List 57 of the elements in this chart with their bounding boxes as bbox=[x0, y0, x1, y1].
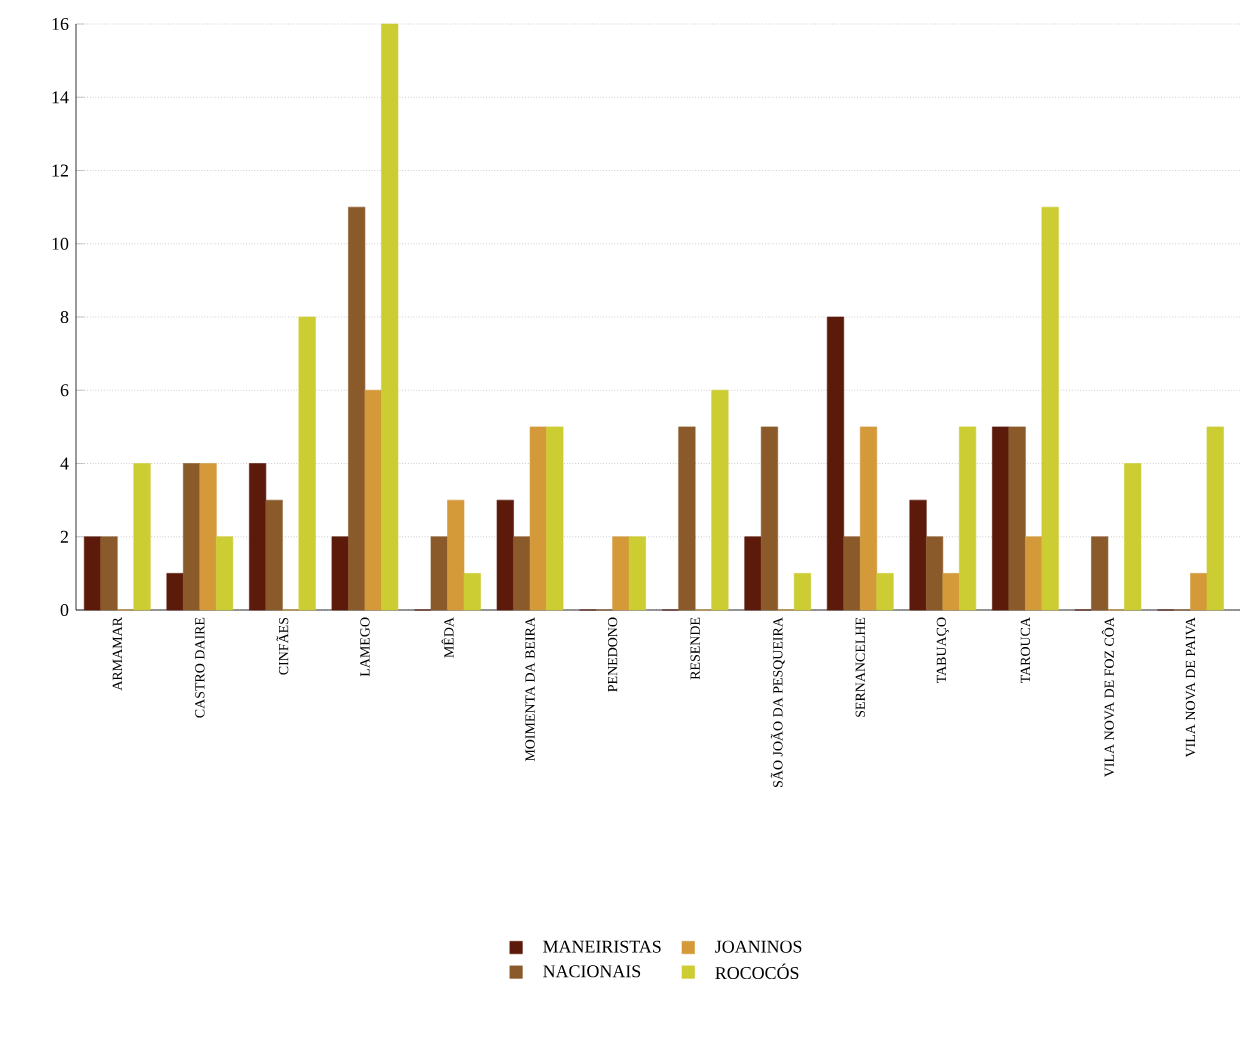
bar bbox=[546, 426, 564, 611]
bar bbox=[298, 316, 316, 611]
y-tick-label: 14 bbox=[52, 91, 69, 104]
y-tick-label: 12 bbox=[52, 164, 68, 177]
bar bbox=[100, 536, 118, 611]
bar bbox=[381, 23, 399, 611]
bar bbox=[711, 389, 729, 611]
bar bbox=[926, 536, 944, 611]
bar bbox=[348, 206, 366, 611]
bar bbox=[249, 463, 267, 611]
bar bbox=[265, 499, 283, 611]
bar bbox=[513, 536, 531, 611]
bar bbox=[678, 426, 696, 611]
bar bbox=[1041, 206, 1059, 611]
legend-label: ROCOCÓS bbox=[715, 963, 799, 980]
legend-label: JOANINOS bbox=[715, 940, 802, 953]
bar bbox=[496, 499, 514, 611]
bar bbox=[364, 389, 382, 611]
bar bbox=[133, 463, 151, 611]
bar bbox=[959, 426, 977, 611]
bar bbox=[463, 573, 481, 611]
bar bbox=[166, 573, 184, 611]
bar bbox=[992, 426, 1010, 611]
bar bbox=[876, 573, 894, 611]
bar bbox=[1206, 426, 1224, 611]
y-tick-label: 8 bbox=[60, 310, 69, 324]
bar bbox=[826, 316, 845, 611]
bar bbox=[612, 536, 630, 611]
bar bbox=[859, 426, 878, 611]
bar bbox=[529, 426, 547, 611]
bar bbox=[83, 536, 102, 611]
legend-label: NACIONAIS bbox=[543, 965, 641, 978]
bar bbox=[430, 536, 448, 611]
bar bbox=[183, 463, 201, 611]
bar bbox=[447, 499, 465, 611]
bar bbox=[331, 536, 349, 611]
y-tick-label: 0 bbox=[60, 603, 69, 617]
bar bbox=[199, 463, 217, 611]
bar bbox=[793, 573, 812, 611]
bar bbox=[216, 536, 234, 611]
y-tick-label: 10 bbox=[52, 237, 69, 250]
y-tick-label: 4 bbox=[60, 457, 69, 470]
y-tick-label: 16 bbox=[52, 17, 69, 31]
bar bbox=[942, 573, 960, 611]
bar bbox=[760, 426, 779, 611]
bar bbox=[1008, 426, 1026, 611]
bar bbox=[1025, 536, 1043, 611]
y-tick-label: 6 bbox=[60, 384, 69, 397]
bar bbox=[744, 536, 762, 611]
bar bbox=[1091, 536, 1109, 611]
y-tick-label: 2 bbox=[60, 530, 68, 543]
legend-label: MANEIRISTAS bbox=[543, 940, 661, 953]
bar bbox=[909, 499, 927, 611]
bar bbox=[1124, 463, 1142, 611]
bar bbox=[1190, 573, 1208, 611]
bar bbox=[843, 536, 861, 611]
bar bbox=[628, 536, 646, 611]
